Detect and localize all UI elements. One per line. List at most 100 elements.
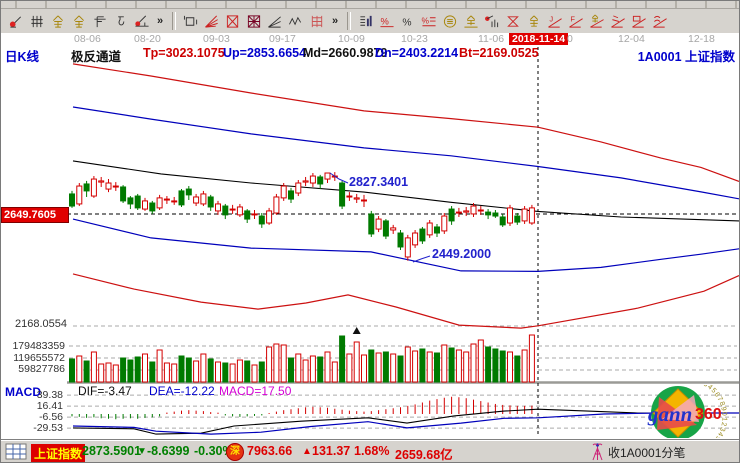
last-close-price-tag: 2649.7605: [1, 207, 69, 223]
toolbar: » »%%% J F: [1, 1, 739, 33]
loop-tool-icon[interactable]: [110, 11, 131, 31]
f-lines-icon[interactable]: [89, 11, 110, 31]
svg-text:%: %: [421, 15, 429, 25]
tp-value-label: Tp=3023.1075: [143, 46, 225, 60]
measure-box-icon[interactable]: [180, 11, 201, 31]
dea-value-label: DEA=-12.22: [149, 384, 215, 398]
dif-value-label: DIF=-3.47: [78, 384, 132, 398]
gold-tool-b-icon[interactable]: [68, 11, 89, 31]
gann-fan-icon[interactable]: [201, 11, 222, 31]
gold-circle-icon[interactable]: [439, 11, 460, 31]
index-change-pct: -0.30%: [194, 444, 234, 458]
svg-text:%: %: [402, 17, 411, 28]
date-axis: 08-06 08-20 09-03 09-17 10-09 10-23 11-06 2018-…: [1, 33, 739, 46]
candles-layer: [69, 172, 535, 261]
index-change: -8.6399: [147, 444, 190, 458]
date-label: 08-20: [134, 33, 161, 45]
indicator-name: 极反通道: [71, 50, 122, 64]
current-date-badge: 2018-11-14: [509, 33, 569, 45]
gold-level-icon[interactable]: [460, 11, 481, 31]
period-label[interactable]: 日K线: [5, 50, 40, 64]
gann-square-icon[interactable]: [243, 11, 264, 31]
swing-high-annotation: 2827.3401: [349, 175, 409, 189]
volume-axis-label: 179483359: [12, 340, 65, 352]
grid-lines-icon[interactable]: [26, 11, 47, 31]
turnover-value: 2659.68亿: [395, 448, 453, 462]
price-grid-icon[interactable]: [306, 11, 327, 31]
gold-tool-a-icon[interactable]: [47, 11, 68, 31]
volume-bars-layer: [69, 334, 535, 383]
shenzhen-value: 7963.66: [247, 444, 293, 458]
j-angle-icon[interactable]: J: [544, 11, 565, 31]
volume-axis-label: 59827786: [18, 363, 65, 375]
toolbar-overflow-chevron[interactable]: »: [156, 15, 164, 27]
symbol-label[interactable]: 1A0001 上证指数: [637, 50, 735, 64]
svg-text:F: F: [570, 14, 575, 23]
date-label: 10-09: [338, 33, 365, 45]
shenzhen-change: 131.37: [312, 444, 351, 458]
toolbar-icon-row: » »%%% J F: [1, 9, 739, 33]
macd-axis-label: 39.38: [36, 389, 63, 401]
wave-tool-icon[interactable]: [285, 11, 306, 31]
profit-angle-icon[interactable]: [628, 11, 649, 31]
channel-lines-layer: [72, 63, 739, 329]
svg-text:%: %: [380, 16, 388, 26]
reversal-zone-icon[interactable]: [502, 11, 523, 31]
gann360-logo: 34567890123456789012345678 gann 360: [637, 385, 739, 438]
antenna-icon: [590, 442, 605, 461]
toolbar-overflow-chevron[interactable]: »: [331, 15, 339, 27]
quote-list-icon[interactable]: [355, 11, 376, 31]
f-angle-icon[interactable]: F: [565, 11, 586, 31]
dn-value-label: Dn=2403.2214: [375, 46, 459, 60]
bt-value-label: Bt=2169.0525: [459, 46, 539, 60]
macd-panel-title[interactable]: MACD: [5, 385, 41, 399]
index-value: 2873.5901: [82, 444, 142, 458]
date-label: 12-18: [688, 33, 715, 45]
up-value-label: Up=2853.6654: [223, 46, 307, 60]
date-label: 09-03: [203, 33, 230, 45]
index-name-badge[interactable]: 上证指数: [31, 444, 86, 462]
brush-tool-icon[interactable]: [5, 11, 26, 31]
quote-table-button[interactable]: [5, 443, 27, 460]
macd-axis-label: -29.53: [33, 422, 63, 434]
down-arrow-icon: ▼: [137, 446, 147, 457]
macd-lines-layer: [72, 408, 739, 435]
date-label: 10-23: [401, 33, 428, 45]
shenzhen-badge[interactable]: 深: [226, 443, 244, 461]
trend-angle-icon[interactable]: [607, 11, 628, 31]
toolbar-separator: [172, 12, 176, 30]
annotation-connectors: [329, 172, 431, 263]
gold-angle-icon[interactable]: [586, 11, 607, 31]
percent-line-icon[interactable]: %: [376, 11, 397, 31]
swing-low-annotation: 2449.2000: [432, 247, 492, 261]
toolbar-upper-row-clipped: [1, 1, 739, 9]
svg-text:J: J: [549, 14, 553, 23]
marker-brush-icon[interactable]: [131, 11, 152, 31]
lower-level-label: 2168.0554: [15, 318, 67, 330]
brush-chart-icon[interactable]: [481, 11, 502, 31]
gold-mini-icon[interactable]: [523, 11, 544, 31]
date-label: 0: [567, 33, 573, 45]
volume-axis-label: 119655572: [13, 352, 65, 364]
date-label: 11-06: [478, 33, 505, 45]
status-bar: 上证指数 2873.5901 ▼ -8.6399 -0.30% 深 7963.6…: [1, 439, 739, 462]
tick-view-label[interactable]: 收1A0001分笔: [608, 446, 686, 460]
date-label: 12-04: [618, 33, 645, 45]
toolbar-separator: [347, 12, 351, 30]
md-value-label: Md=2660.9879: [303, 46, 388, 60]
up-arrow-icon: ▲: [302, 446, 312, 457]
date-label: 08-06: [74, 33, 101, 45]
logo-360-text: 360: [695, 406, 722, 423]
speed-line-icon[interactable]: [264, 11, 285, 31]
date-label: 09-17: [269, 33, 296, 45]
macd-axis-label: -6.56: [39, 411, 63, 423]
percent-levels-icon[interactable]: %: [418, 11, 439, 31]
gann-box-icon[interactable]: [222, 11, 243, 31]
shenzhen-change-pct: 1.68%: [354, 444, 390, 458]
logo-gann-text: gann: [647, 402, 692, 426]
percent-icon[interactable]: %: [397, 11, 418, 31]
macd-histogram-layer: [71, 396, 533, 420]
wave-angle-icon[interactable]: [649, 11, 670, 31]
